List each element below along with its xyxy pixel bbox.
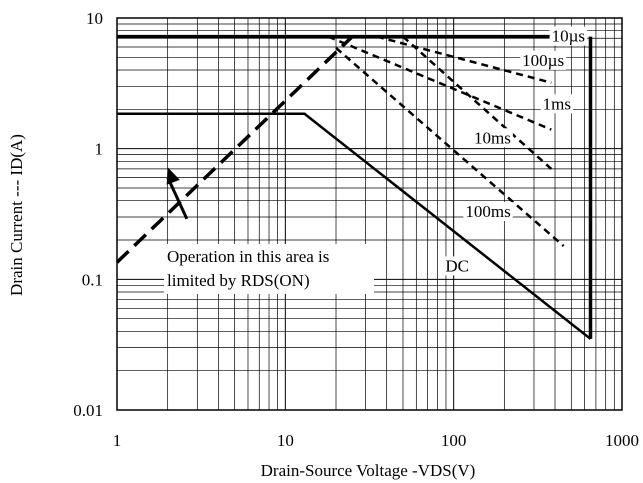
curve-label-text: 10ms (474, 128, 511, 147)
annotation-arrow-shaft (166, 176, 189, 220)
curve-label-background (540, 94, 573, 114)
series-line (117, 112, 592, 340)
curve-label: 1ms (540, 94, 573, 114)
annotation-line: limited by RDS(ON) (167, 271, 310, 290)
x-tick-label: 1 (113, 431, 122, 450)
x-tick-label: 100 (441, 431, 467, 450)
curve-label-background (520, 50, 567, 70)
y-tick-label: 0.01 (73, 401, 103, 420)
curve-label-text: 1ms (543, 94, 571, 113)
annotation: Operation in this area is limited by RDS(… (164, 167, 374, 294)
curve-label: 100ms (463, 201, 513, 221)
curve-label-background (463, 201, 513, 221)
curve-label: 100µs (520, 50, 567, 70)
curve-label: 10ms (472, 128, 513, 148)
x-tick-label: 10 (277, 431, 294, 450)
series-layer (115, 34, 593, 340)
curve-label-background (472, 128, 513, 148)
series-line (376, 35, 552, 84)
curve-label-background (549, 26, 588, 46)
curve-label-text: 10µs (552, 27, 585, 46)
y-tick-label: 10 (86, 9, 103, 28)
tick-labels: 1 10 100 1000 0.01 0.1 1 10 (73, 9, 639, 450)
plot-frame (116, 17, 623, 411)
x-axis-label: Drain-Source Voltage -VDS(V) (261, 461, 476, 480)
curve-label-text: 100ms (465, 202, 510, 221)
y-tick-label: 1 (95, 140, 104, 159)
annotation-arrow-head (166, 167, 180, 185)
annotation-background (164, 244, 374, 294)
annotation-line: Operation in this area is (167, 247, 329, 266)
y-tick-label: 0.1 (82, 270, 103, 289)
grid (117, 18, 622, 410)
curve-label-background (443, 256, 472, 276)
series-line (115, 35, 354, 264)
curve-label: 10µs (549, 26, 588, 46)
series-line (327, 35, 552, 131)
series-line (335, 46, 565, 247)
curve-label: DC (443, 256, 472, 276)
series-line (402, 35, 553, 170)
y-axis-label: Drain Current --- ID(A) (7, 134, 26, 296)
curve-label-text: DC (445, 256, 469, 275)
curve-labels: 10µs 100µs 1ms 10ms 100ms DC (443, 26, 588, 276)
x-tick-label: 1000 (605, 431, 639, 450)
curve-label-text: 100µs (522, 51, 564, 70)
